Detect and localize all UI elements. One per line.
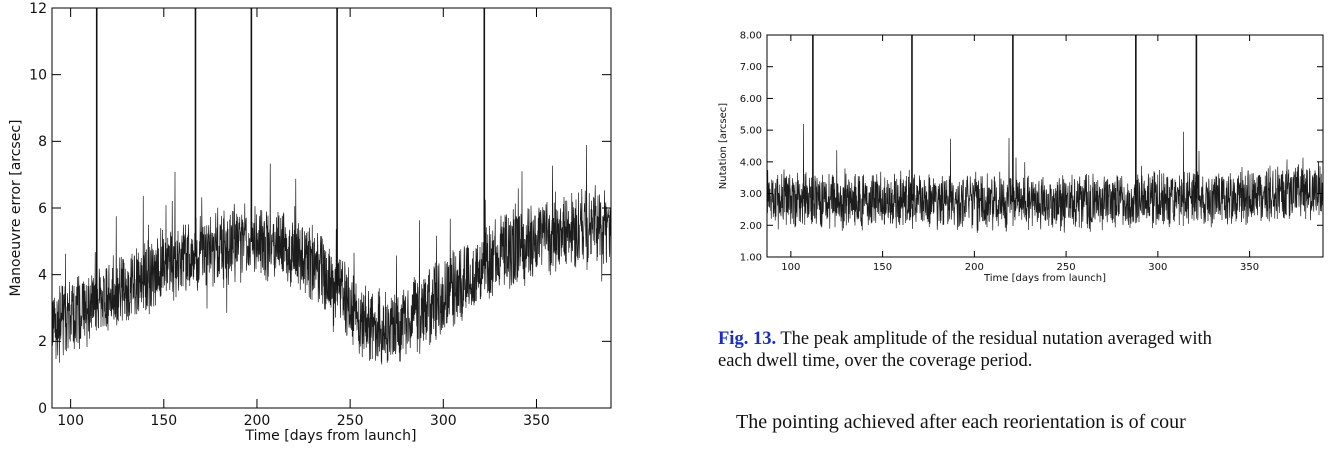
nutation-chart: 100 150 200 250 300 350 1.00 2.00 3.00 4.00 5.00 6.…	[718, 31, 1324, 284]
right-x-axis-label: Time [days from launch]	[983, 273, 1106, 284]
left-xtick-label-1: 150	[150, 413, 177, 429]
right-ytick-label-6: 7.00	[740, 62, 762, 73]
right-xtick-label-2: 200	[965, 262, 984, 273]
left-ytick-label-0: 0	[38, 401, 47, 417]
left-y-axis-label: Manoeuvre error [arcsec]	[8, 120, 24, 297]
right-ytick-label-1: 2.00	[740, 221, 762, 232]
left-ytick-label-1: 2	[38, 334, 47, 350]
right-ytick-label-7: 8.00	[740, 31, 762, 42]
right-chart-ticks: 100 150 200 250 300 350 1.00 2.00 3.00 4.00 5.00 6.…	[740, 31, 1323, 273]
right-y-axis-label: Nutation [arcsec]	[718, 103, 729, 189]
left-plot-frame	[51, 7, 612, 409]
right-ytick-label-5: 6.00	[740, 94, 762, 105]
right-xtick-label-5: 350	[1240, 262, 1259, 273]
right-ytick-label-3: 4.00	[740, 157, 762, 168]
left-xtick-label-0: 100	[57, 413, 84, 429]
right-xtick-label-3: 250	[1057, 262, 1076, 273]
series-nutation	[766, 35, 1324, 233]
left-series-line	[51, 144, 612, 365]
right-ytick-label-0: 1.00	[740, 253, 762, 264]
caption-line-2: each dwell time, over the coverage perio…	[718, 351, 1033, 371]
left-ytick-label-6: 12	[29, 1, 47, 17]
figure-caption: Fig. 13. The peak amplitude of the resid…	[718, 328, 1335, 372]
left-xtick-label-2: 200	[244, 413, 271, 429]
right-plot-frame	[766, 34, 1324, 258]
left-chart-ticks: 100 150 200 250 300 350 0 2 4 6 8 10 12	[29, 1, 611, 429]
left-xtick-label-5: 350	[523, 413, 550, 429]
left-xtick-label-3: 250	[337, 413, 364, 429]
caption-line-1: The peak amplitude of the residual nutat…	[776, 329, 1212, 349]
right-ytick-label-2: 3.00	[740, 189, 762, 200]
right-xtick-label-4: 300	[1148, 262, 1167, 273]
left-ytick-label-2: 4	[38, 268, 47, 284]
right-xtick-label-1: 150	[873, 262, 892, 273]
left-x-axis-label: Time [days from launch]	[245, 428, 417, 444]
right-series-line	[766, 123, 1324, 233]
manoeuvre-error-chart: 100 150 200 250 300 350 0 2 4 6 8 10 12 Time [days f…	[8, 1, 612, 444]
body-paragraph: The pointing achieved after each reorien…	[736, 411, 1186, 433]
left-ytick-label-5: 10	[29, 68, 47, 84]
figure-label: Fig. 13.	[718, 329, 777, 349]
series-manoeuvre-error	[51, 8, 612, 365]
left-ytick-label-3: 6	[38, 201, 47, 217]
right-ytick-label-4: 5.00	[740, 126, 762, 137]
left-xtick-label-4: 300	[430, 413, 457, 429]
left-ytick-label-4: 8	[38, 134, 47, 150]
right-xtick-label-0: 100	[781, 262, 800, 273]
